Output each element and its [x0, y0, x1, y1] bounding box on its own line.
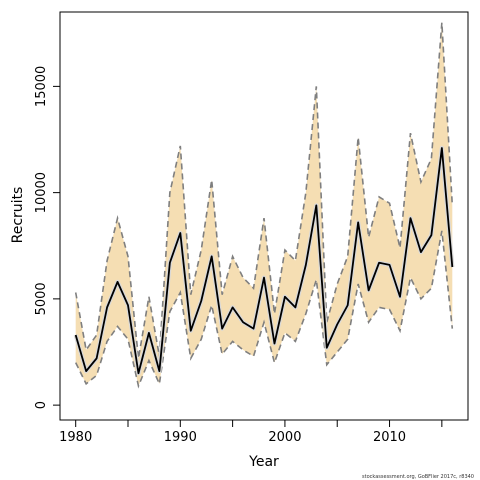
- x-tick-label: 1990: [164, 430, 197, 445]
- upper-bound-line: [74, 22, 454, 359]
- plot-area: [73, 22, 455, 389]
- y-tick-label: 5000: [34, 282, 49, 315]
- y-tick-label: 15000: [34, 66, 49, 107]
- estimate-line: [74, 147, 454, 375]
- y-axis-label: Recruits: [10, 187, 26, 244]
- y-tick-label: 10000: [34, 172, 49, 213]
- x-tick-label: 1980: [59, 430, 92, 445]
- credit-text: stockassessment.org, GoBFlier 2017c, r83…: [362, 474, 474, 480]
- x-tick-label: 2000: [268, 430, 301, 445]
- lower-bound-line: [74, 230, 454, 389]
- x-tick-label: 2010: [373, 430, 406, 445]
- confidence-band: [75, 22, 453, 386]
- plot-frame: [59, 11, 469, 421]
- x-axis: 1980 1990 2000 2010: [59, 420, 443, 445]
- y-axis: 0 5000 10000 15000: [34, 66, 60, 409]
- y-tick-label: 0: [34, 401, 49, 409]
- x-axis-label: Year: [248, 454, 279, 470]
